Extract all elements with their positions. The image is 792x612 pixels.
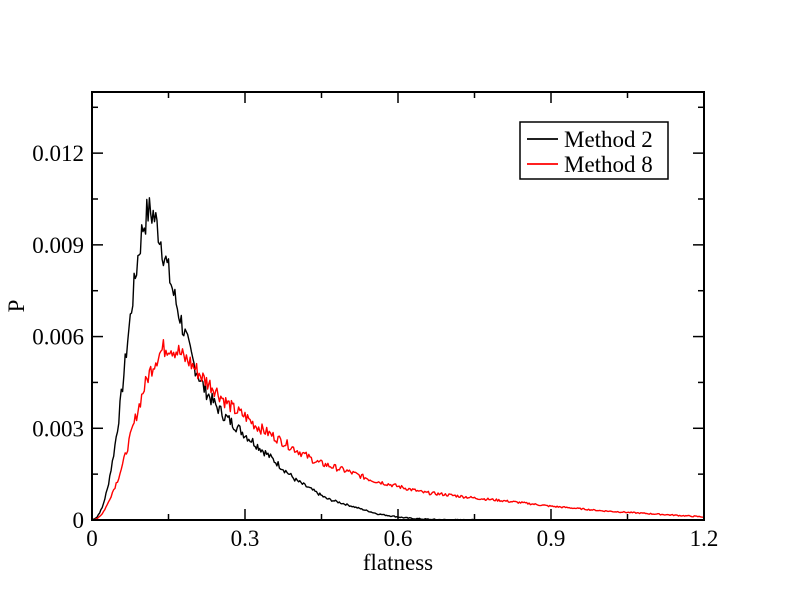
y-tick-label: 0.003 bbox=[32, 416, 84, 441]
y-tick-label: 0 bbox=[73, 508, 85, 533]
x-axis-label: flatness bbox=[363, 550, 433, 575]
series-layer bbox=[91, 197, 705, 521]
legend-box bbox=[519, 121, 669, 180]
y-tick-label: 0.012 bbox=[32, 141, 84, 166]
x-tick-label: 1.2 bbox=[690, 526, 719, 551]
legend-label: Method 8 bbox=[564, 152, 653, 177]
tick-label-layer: 0 0.3 0.6 0.9 1.2 0 0.003 0.006 0.009 0.012 bbox=[32, 141, 718, 551]
y-tick-label: 0.009 bbox=[32, 233, 84, 258]
plot-frame bbox=[91, 91, 705, 521]
y-axis-label: P bbox=[4, 300, 29, 313]
x-tick-label: 0.3 bbox=[231, 526, 260, 551]
legend-label: Method 2 bbox=[564, 127, 653, 152]
series-line-2 bbox=[91, 339, 705, 521]
series-line-1 bbox=[91, 197, 475, 521]
x-tick-label: 0 bbox=[86, 526, 98, 551]
x-tick-label: 0.6 bbox=[384, 526, 413, 551]
x-tick-label: 0.9 bbox=[537, 526, 566, 551]
y-tick-label: 0.006 bbox=[32, 325, 84, 350]
